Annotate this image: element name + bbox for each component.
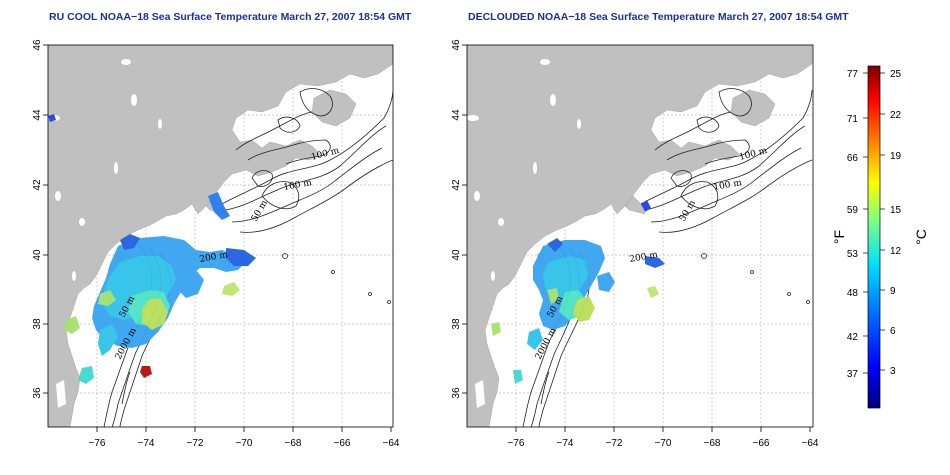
right-x-tick: −66: [753, 438, 770, 449]
right-y-tick: 46: [451, 39, 462, 51]
colorbar-unit-fahrenheit: °F: [831, 230, 847, 244]
right-contour-label: 100 m: [713, 178, 743, 193]
right-x-tick: −74: [557, 438, 574, 449]
colorbar-c-label: 6: [890, 326, 896, 337]
colorbar-f-label: 37: [847, 369, 859, 380]
left-sst-data: [48, 114, 256, 384]
colorbar-f-label: 71: [847, 114, 859, 125]
colorbar-f-label: 77: [847, 69, 859, 80]
left-contour-label: 100 m: [283, 178, 313, 193]
left-y-tick: 42: [32, 179, 43, 191]
left-x-tick: −76: [89, 438, 106, 449]
colorbar-f-label: 66: [847, 153, 859, 164]
right-sst-data: [491, 200, 665, 384]
right-x-tick: −64: [802, 438, 819, 449]
left-y-tick: 46: [32, 39, 43, 51]
left-x-tick: −66: [334, 438, 351, 449]
left-contour-label: 200 m: [199, 250, 229, 265]
left-x-tick: −70: [236, 438, 253, 449]
right-plot-frame: [466, 44, 814, 428]
left-x-tick: −68: [285, 438, 302, 449]
colorbar: 77 71 66 59 53 48 42 37 25 22 19 15 12 9…: [831, 65, 929, 409]
left-y-tick: 38: [32, 318, 43, 330]
right-y-tick: 36: [451, 387, 462, 399]
colorbar-gradient: [867, 65, 881, 409]
left-y-tick: 40: [32, 249, 43, 261]
left-x-tick: −74: [138, 438, 155, 449]
colorbar-c-label: 15: [890, 205, 902, 216]
right-y-tick: 38: [451, 318, 462, 330]
right-y-tick: 40: [451, 249, 462, 261]
right-x-tick: −70: [655, 438, 672, 449]
right-y-tick: 44: [451, 109, 462, 121]
right-x-tick: −76: [508, 438, 525, 449]
right-x-tick: −68: [704, 438, 721, 449]
left-plot-frame: [47, 44, 394, 428]
colorbar-f-label: 42: [847, 332, 859, 343]
left-x-tick: −72: [187, 438, 204, 449]
colorbar-f-label: 48: [847, 288, 859, 299]
right-x-tick: −72: [606, 438, 623, 449]
left-map: −76 −74 −72 −70 −68 −66 −64 46 44 42 40 …: [32, 39, 400, 449]
right-panel-title: DECLOUDED NOAA−18 Sea Surface Temperatur…: [468, 11, 849, 23]
right-contour-label: 200 m: [629, 250, 659, 265]
colorbar-c-label: 19: [890, 151, 902, 162]
colorbar-f-label: 59: [847, 205, 859, 216]
left-panel-title: RU COOL NOAA−18 Sea Surface Temperature …: [49, 11, 412, 23]
colorbar-c-label: 9: [890, 286, 896, 297]
colorbar-c-label: 22: [890, 110, 902, 121]
colorbar-c-label: 25: [890, 69, 902, 80]
left-y-tick: 44: [32, 109, 43, 121]
left-y-tick: 36: [32, 387, 43, 399]
right-y-tick: 42: [451, 179, 462, 191]
colorbar-unit-celsius: °C: [913, 229, 929, 245]
colorbar-c-label: 3: [890, 366, 896, 377]
colorbar-c-label: 12: [890, 246, 902, 257]
left-x-tick: −64: [383, 438, 400, 449]
right-map: −76 −74 −72 −70 −68 −66 −64 46 44 42 40 …: [451, 39, 819, 449]
colorbar-f-label: 53: [847, 249, 859, 260]
